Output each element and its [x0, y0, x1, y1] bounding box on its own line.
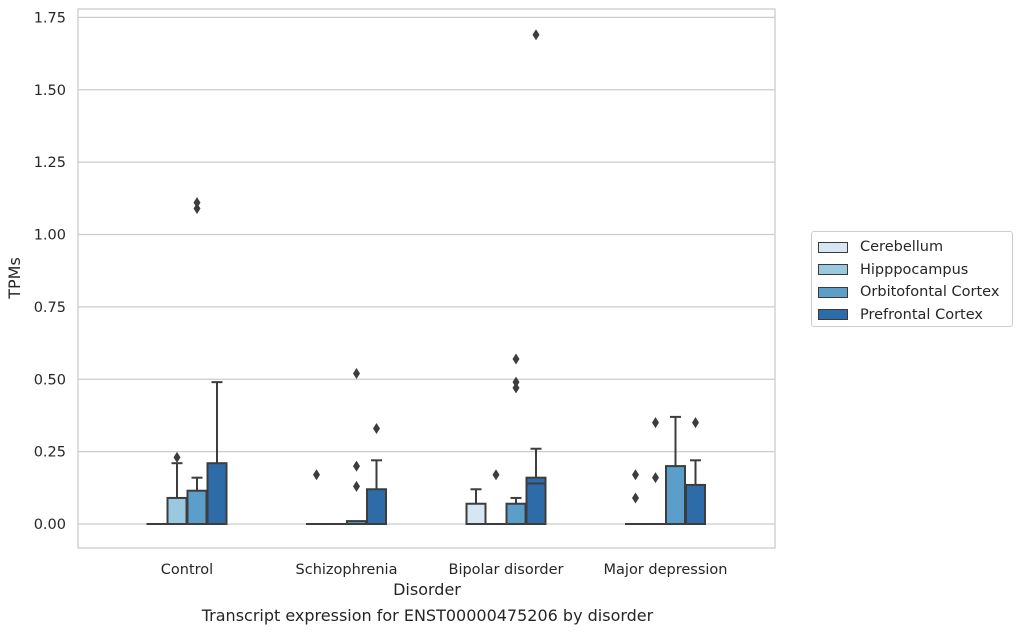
box-prefrontal-cortex [685, 417, 706, 526]
y-tick-label: 0.50 [34, 372, 66, 388]
legend-label: Prefrontal Cortex [860, 306, 983, 323]
outlier-marker [373, 422, 380, 434]
legend-swatch [818, 309, 848, 321]
outlier-marker [492, 469, 500, 481]
outlier-marker [512, 382, 520, 394]
outlier-marker [652, 472, 659, 484]
box-hipppocampus [645, 417, 666, 526]
y-axis-label: TPMs [5, 257, 24, 300]
outlier-marker [353, 367, 360, 379]
y-tick-label: 1.00 [34, 228, 66, 244]
outlier-marker [353, 480, 360, 492]
outlier-marker [512, 376, 520, 388]
legend-label: Orbitofontal Cortex [860, 284, 1000, 301]
x-tick-label: Schizophrenia [296, 562, 398, 578]
x-tick-label: Major depression [604, 562, 728, 578]
box-orbitofontal-cortex [505, 353, 527, 525]
legend-swatch [818, 286, 848, 298]
outlier-marker [313, 469, 320, 481]
box-prefrontal-cortex [525, 29, 547, 525]
legend-item: Orbitofontal Cortex [818, 281, 1006, 304]
box-body [465, 502, 487, 525]
box-orbitofontal-cortex [186, 197, 208, 525]
box-body [186, 489, 208, 525]
outlier-marker [193, 202, 201, 214]
box-body [366, 488, 387, 526]
box-cerebellum [465, 488, 487, 525]
outlier-marker [632, 469, 639, 481]
y-tick-label: 0.25 [34, 445, 66, 461]
y-tick-label: 1.25 [34, 155, 66, 171]
outlier-marker [353, 460, 360, 472]
box-hipppocampus [166, 451, 188, 526]
chart-caption: Transcript expression for ENST0000047520… [201, 606, 654, 625]
legend-swatch [818, 241, 848, 253]
y-axis-ticks: 0.00 0.25 0.50 0.75 1.00 1.25 1.50 1.75 [34, 10, 66, 533]
box-body [525, 476, 547, 525]
box-body [505, 502, 527, 525]
legend-item: Hipppocampus [818, 259, 1006, 282]
gridlines [78, 16, 775, 525]
y-tick-label: 1.75 [34, 10, 66, 26]
legend: Cerebellum Hipppocampus Orbitofontal Corte… [811, 231, 1013, 327]
x-axis-label: Disorder [393, 580, 461, 599]
box-orbitofontal-cortex [346, 367, 367, 525]
outlier-marker [532, 29, 540, 41]
y-tick-label: 0.00 [34, 517, 66, 533]
legend-label: Cerebellum [860, 239, 944, 256]
box-orbitofontal-cortex [665, 415, 686, 526]
outlier-marker [193, 197, 201, 209]
plot-area-frame [77, 8, 776, 549]
legend-item: Prefrontal Cortex [818, 304, 1006, 327]
box-body [206, 462, 228, 525]
outlier-marker [173, 451, 181, 463]
box-body [685, 483, 706, 526]
legend-label: Hipppocampus [860, 261, 969, 278]
legend-item: Cerebellum [818, 236, 1006, 259]
box-cerebellum [625, 469, 646, 526]
box-hipppocampus [485, 469, 507, 526]
boxes [146, 29, 706, 526]
legend-swatch [818, 264, 848, 276]
box-body [665, 465, 686, 526]
x-tick-label: Control [161, 562, 213, 578]
box-body [166, 496, 188, 526]
outlier-marker [692, 417, 699, 429]
y-tick-label: 0.75 [34, 300, 66, 316]
outlier-marker [512, 353, 520, 365]
outlier-marker [652, 417, 659, 429]
x-tick-label: Bipolar disorder [449, 562, 564, 578]
y-tick-label: 1.50 [34, 83, 66, 99]
x-axis-ticks: Control Schizophrenia Bipolar disorder Majo… [161, 562, 728, 578]
box-prefrontal-cortex [206, 381, 228, 525]
box-prefrontal-cortex [366, 422, 387, 526]
outlier-marker [632, 492, 639, 504]
box-cerebellum [306, 469, 327, 526]
